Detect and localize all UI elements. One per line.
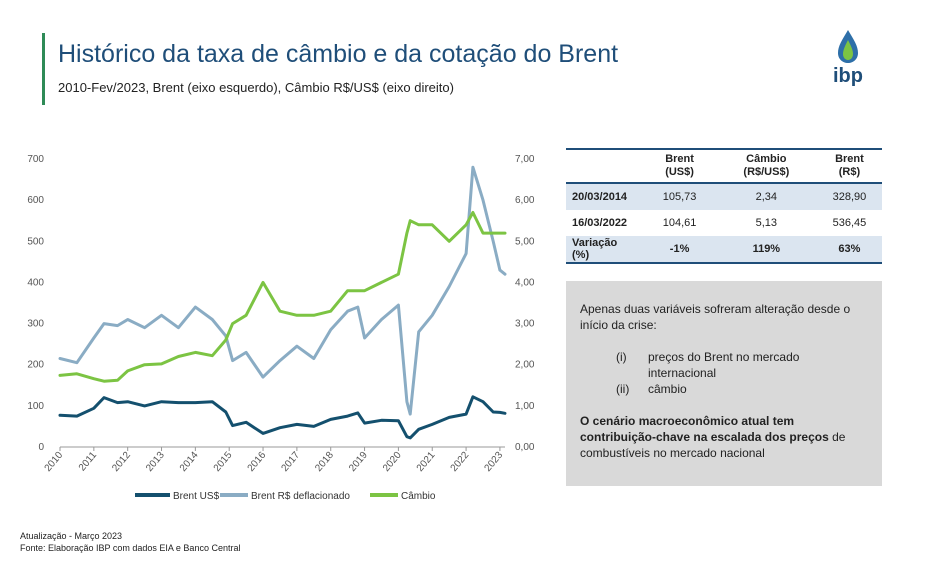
- table-row: Variação (%) -1% 119% 63%: [566, 236, 882, 264]
- notes-conclusion-rest: de combustíveis no mercado nacional: [580, 430, 846, 460]
- notes-conclusion: O cenário macroeconômico atual tem contr…: [580, 413, 868, 461]
- table-header-row: Brent (US$) Câmbio (R$/US$) Brent (R$): [566, 148, 882, 184]
- list-item-number: (i): [616, 350, 627, 364]
- table-row: 20/03/2014 105,73 2,34 328,90: [566, 183, 882, 210]
- cell-cambio: 2,34: [715, 183, 817, 210]
- x-tick-label: 2016: [246, 450, 269, 474]
- table-header-cell: Brent (US$): [643, 148, 716, 184]
- row-label: 20/03/2014: [566, 183, 644, 210]
- x-tick-label: 2010: [43, 450, 66, 474]
- list-item: (ii) câmbio: [616, 381, 868, 397]
- cell-brent-usd: 104,61: [662, 217, 697, 229]
- x-tick-label: 2012: [110, 450, 133, 474]
- y-right-tick-label: 2,00: [515, 360, 535, 371]
- y-right-tick-label: 1,00: [515, 401, 535, 412]
- x-tick-label: 2015: [212, 450, 235, 474]
- x-tick-label: 2022: [449, 450, 472, 474]
- legend-label-cambio: Câmbio: [401, 491, 436, 502]
- notes-box: Apenas duas variáveis sofreram alteração…: [566, 281, 882, 486]
- brent-cambio-chart: 0 100 200 300 400 500 600 700 0,00 1,00 2,00 3,00 4…: [27, 154, 535, 502]
- legend-label-brent-usd: Brent US$: [173, 491, 220, 502]
- cell-brent-brl: 328,90: [816, 183, 882, 210]
- list-item-number: (ii): [616, 382, 630, 396]
- series-line-brent-brl: [58, 165, 507, 416]
- y-left-axis: 0 100 200 300 400 500 600 700: [27, 154, 44, 453]
- x-tick-label: 2023: [482, 450, 505, 474]
- series-line-brent-usd: [58, 395, 507, 440]
- y-right-tick-label: 0,00: [515, 442, 535, 453]
- page-subtitle: 2010-Fev/2023, Brent (eixo esquerdo), Câ…: [58, 80, 454, 95]
- x-tick-label: 2011: [77, 450, 100, 474]
- notes-conclusion-bold: O cenário macroeconômico atual tem contr…: [580, 414, 829, 444]
- row-label: 16/03/2022: [572, 217, 628, 229]
- y-left-tick-label: 500: [27, 236, 44, 247]
- y-left-tick-label: 200: [27, 360, 44, 371]
- y-right-axis: 0,00 1,00 2,00 3,00 4,00 5,00 6,00 7,00: [515, 154, 535, 453]
- cell-brent-brl: 63%: [816, 236, 882, 264]
- series-lines: [58, 165, 507, 440]
- x-axis: 2010 2011 2012 2013 2014 2015 2016 2017 2018 2019…: [43, 447, 506, 474]
- legend: Brent US$ Brent R$ deflacionado Câmbio: [135, 491, 436, 502]
- cell-brent-usd: -1%: [643, 236, 716, 264]
- table-header-cell: [566, 148, 644, 184]
- x-tick-label: 2019: [347, 450, 370, 474]
- ibp-logo: ibp: [833, 30, 863, 86]
- x-tick-label: 2013: [144, 450, 167, 474]
- y-right-tick-label: 5,00: [515, 236, 535, 247]
- comparison-table: Brent (US$) Câmbio (R$/US$) Brent (R$) 2…: [566, 148, 882, 264]
- footer-source: Fonte: Elaboração IBP com dados EIA e Ba…: [20, 543, 241, 553]
- title-accent-bar: [42, 33, 45, 105]
- cell-brent-brl: 536,45: [832, 217, 867, 229]
- table-header-cell: Brent (R$): [816, 148, 882, 184]
- y-right-tick-label: 3,00: [515, 319, 535, 330]
- list-item-text: preços do Brent no mercado internacional: [648, 350, 800, 380]
- list-item: (i) preços do Brent no mercado internaci…: [616, 349, 868, 381]
- cell-cambio: 5,13: [755, 217, 778, 229]
- legend-label-brent-brl: Brent R$ deflacionado: [251, 491, 350, 502]
- y-left-tick-label: 0: [38, 442, 44, 453]
- page-title: Histórico da taxa de câmbio e da cotação…: [58, 40, 619, 68]
- y-left-tick-label: 600: [27, 195, 44, 206]
- logo-text: ibp: [833, 65, 863, 86]
- y-left-tick-label: 100: [27, 401, 44, 412]
- series-line-cambio: [58, 211, 507, 383]
- y-right-tick-label: 4,00: [515, 277, 535, 288]
- x-tick-label: 2018: [313, 450, 336, 474]
- y-left-tick-label: 300: [27, 319, 44, 330]
- table-header-cell: Câmbio (R$/US$): [715, 148, 817, 184]
- table-row: 16/03/2022 104,61 5,13 536,45: [566, 210, 882, 236]
- x-tick-label: 2014: [178, 450, 201, 474]
- cell-cambio: 119%: [715, 236, 817, 264]
- row-label: Variação (%): [566, 236, 644, 264]
- x-tick-label: 2020: [381, 450, 404, 474]
- y-left-tick-label: 700: [27, 154, 44, 165]
- y-right-tick-label: 7,00: [515, 154, 535, 165]
- y-left-tick-label: 400: [27, 277, 44, 288]
- drop-inner-icon: [843, 40, 853, 60]
- notes-intro: Apenas duas variáveis sofreram alteração…: [580, 302, 851, 332]
- x-tick-label: 2021: [415, 450, 438, 474]
- cell-brent-usd: 105,73: [643, 183, 716, 210]
- list-item-text: câmbio: [648, 382, 687, 396]
- footer-update: Atualização - Março 2023: [20, 531, 123, 541]
- y-right-tick-label: 6,00: [515, 195, 535, 206]
- x-tick-label: 2017: [279, 450, 302, 474]
